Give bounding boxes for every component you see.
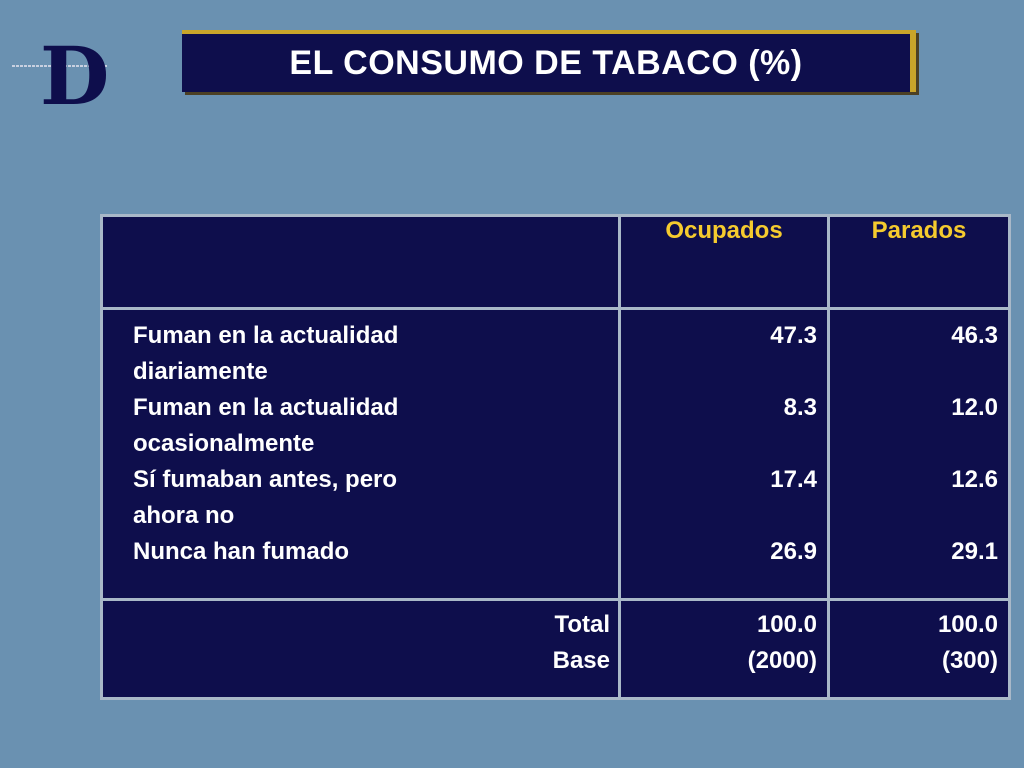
logo-d-icon: D xyxy=(12,29,109,110)
header-ocupados: Ocupados xyxy=(618,214,830,310)
table-cell: (300) xyxy=(941,647,998,674)
row-label: diariamente xyxy=(133,358,268,385)
page-title: EL CONSUMO DE TABACO (%) xyxy=(289,43,803,82)
table-header-row: Ocupados Parados xyxy=(100,214,1011,310)
row-label: Fuman en la actualidad xyxy=(133,394,399,421)
table-cell: 17.4 xyxy=(770,466,817,493)
total-labels-cell: Total Base xyxy=(100,598,621,700)
header-empty xyxy=(100,214,621,310)
table-cell: 26.9 xyxy=(770,538,817,565)
table-cell: 100.0 xyxy=(937,611,998,638)
base-label: Base xyxy=(552,647,610,674)
ocupados-total-cell: 100.0 (2000) xyxy=(618,598,830,700)
row-label: Nunca han fumado xyxy=(133,538,350,565)
row-labels-cell: Fuman en la actualidad diariamente Fuman… xyxy=(100,307,621,601)
row-label: ahora no xyxy=(133,502,235,529)
parados-total-cell: 100.0 (300) xyxy=(827,598,1011,700)
table-cell: (2000) xyxy=(747,647,817,674)
row-label: Sí fumaban antes, pero xyxy=(133,466,398,493)
title-banner: EL CONSUMO DE TABACO (%) xyxy=(182,30,916,92)
table-cell: 12.0 xyxy=(951,394,998,421)
table-cell: 100.0 xyxy=(756,611,817,638)
table-total-row: Total Base 100.0 (2000) 100.0 (300) xyxy=(100,598,1011,700)
logo-letter: D xyxy=(40,29,109,110)
ocupados-values-cell: 47.3 8.3 17.4 26.9 xyxy=(618,307,830,601)
table-cell: 47.3 xyxy=(770,322,817,349)
table-body-row: Fuman en la actualidad diariamente Fuman… xyxy=(100,307,1011,601)
parados-values-cell: 46.3 12.0 12.6 29.1 xyxy=(827,307,1011,601)
header-parados: Parados xyxy=(827,214,1011,310)
row-label: Fuman en la actualidad xyxy=(133,322,399,349)
total-label: Total xyxy=(554,611,610,638)
row-label: ocasionalmente xyxy=(133,430,315,457)
table-cell: 8.3 xyxy=(783,394,817,421)
table-cell: 46.3 xyxy=(951,322,998,349)
table-cell: 12.6 xyxy=(951,466,998,493)
tobacco-table: Ocupados Parados Fuman en la actualidad … xyxy=(100,214,1011,700)
table-cell: 29.1 xyxy=(951,538,998,565)
